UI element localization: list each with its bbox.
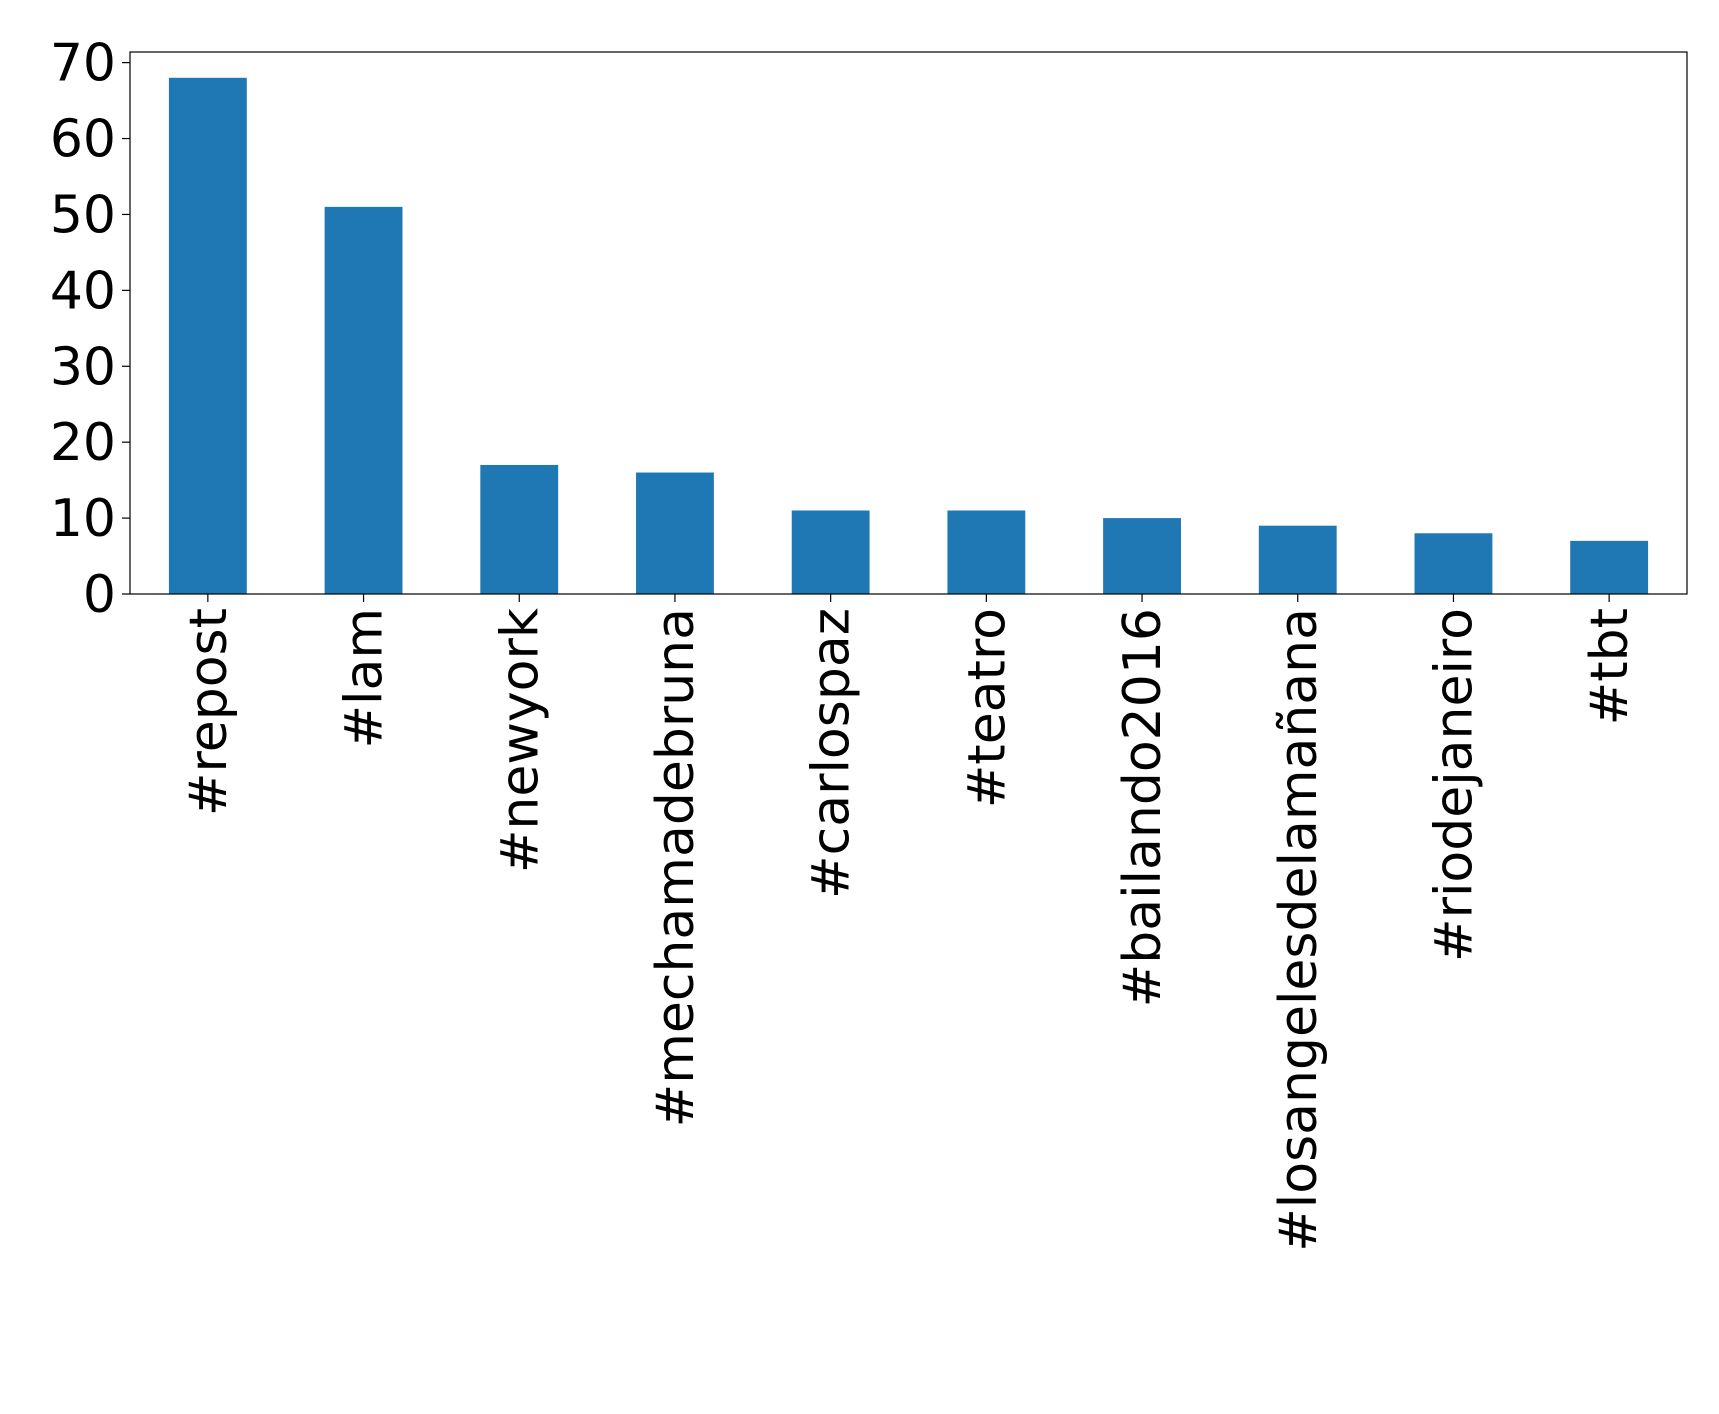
y-tick-label: 10 (50, 489, 116, 549)
bar (168, 77, 247, 595)
y-tick-label: 70 (50, 34, 116, 94)
bar (636, 472, 714, 594)
x-tick-label: #mechamadebruna (646, 608, 706, 1127)
x-tick-label: #newyork (490, 608, 550, 873)
y-tick-label: 40 (50, 261, 116, 321)
bar (1570, 540, 1649, 594)
bar (947, 510, 1026, 594)
y-tick-label: 20 (50, 413, 116, 473)
plot-frame (129, 51, 1688, 595)
y-tick-label: 50 (50, 185, 116, 245)
bar (1103, 518, 1181, 594)
bar (324, 206, 403, 594)
x-tick-label: #repost (179, 608, 239, 816)
x-tick-label: #bailando2016 (1113, 608, 1173, 1007)
y-tick-label: 30 (50, 337, 116, 397)
bar (1258, 525, 1337, 594)
x-tick-label: #teatro (957, 608, 1017, 808)
bar (791, 510, 870, 594)
y-tick-label: 60 (50, 110, 116, 170)
y-tick-label: 0 (83, 565, 116, 625)
x-tick-label: #riodejaneiro (1424, 608, 1484, 962)
x-tick-label: #lam (335, 608, 395, 749)
bar (1414, 533, 1493, 594)
x-tick-label: #losangelesdelamañana (1269, 608, 1329, 1252)
x-tick-label: #carlospaz (802, 608, 862, 899)
x-tick-label: #tbt (1580, 608, 1640, 725)
bar (480, 464, 559, 594)
